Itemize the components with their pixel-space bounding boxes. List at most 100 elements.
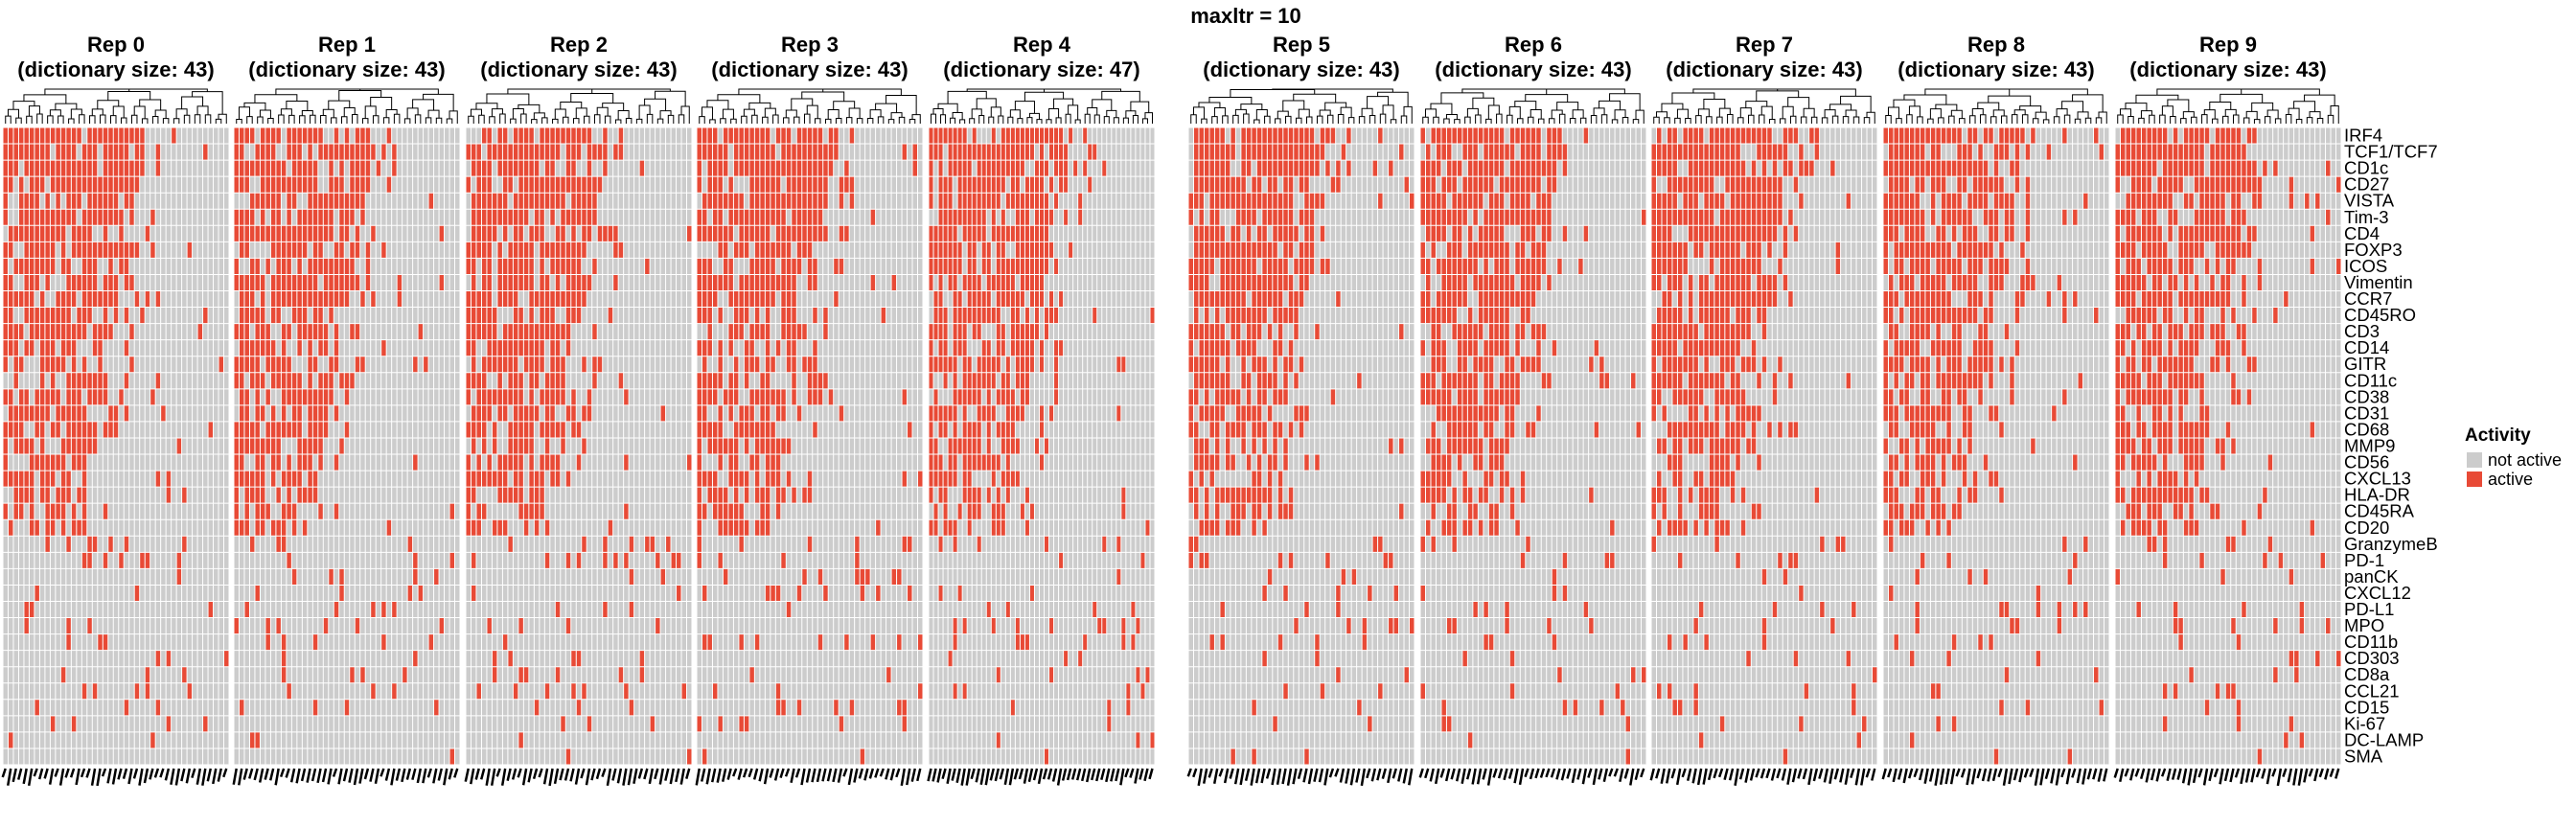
column-tick-mark: [1143, 768, 1149, 782]
heatmap-cell-active: [912, 144, 918, 161]
heatmap-cell-active: [1504, 339, 1510, 356]
dendrogram-branch: [1831, 115, 1839, 124]
heatmap-cell-active: [1772, 225, 1778, 242]
heatmap-cell-active: [796, 209, 802, 226]
heatmap-cell-active: [560, 437, 566, 455]
heatmap-cell-active: [291, 274, 297, 291]
heatmap-cell-active: [1299, 290, 1304, 308]
heatmap-cell-active: [881, 307, 886, 324]
heatmap-cell-active: [1730, 274, 1736, 291]
dendrogram-branch: [112, 105, 125, 118]
heatmap-cell-active: [1077, 209, 1083, 226]
heatmap-cell-active: [967, 356, 973, 373]
heatmap-cell-active: [738, 519, 745, 537]
heatmap-cell-active: [1525, 258, 1531, 275]
heatmap-cell-active: [1493, 323, 1500, 340]
heatmap-cell-active: [733, 127, 739, 145]
column-tick-mark: [253, 768, 259, 781]
heatmap-cell-active: [492, 421, 497, 438]
heatmap-cell-active: [34, 307, 40, 324]
heatmap-cell-active: [534, 160, 540, 177]
heatmap-cell-active: [917, 682, 923, 700]
heatmap-cell-active: [962, 225, 968, 242]
heatmap-cell-active: [243, 421, 250, 438]
heatmap-cell-active: [107, 536, 114, 553]
heatmap-cell-active: [727, 225, 734, 242]
heatmap-cell-active: [492, 388, 497, 405]
column-tick-mark: [1376, 768, 1382, 781]
heatmap-cell-active: [938, 356, 944, 373]
heatmap-cell-active: [528, 454, 535, 472]
column-tick-mark: [1323, 768, 1329, 786]
heatmap-cell-active: [733, 388, 739, 405]
panel-title: Rep 0: [87, 33, 145, 57]
heatmap-cell-active: [496, 290, 503, 308]
heatmap-cell-active: [991, 176, 997, 194]
dendrogram-branch: [162, 118, 170, 124]
dendrogram-branch: [1556, 102, 1579, 111]
heatmap-cell-active: [1240, 356, 1247, 373]
heatmap-cell-active: [275, 225, 282, 242]
heatmap-cell-active: [962, 487, 968, 504]
heatmap-cell-active: [71, 127, 77, 145]
heatmap-cell-active: [50, 339, 56, 356]
heatmap-cell-active: [549, 258, 556, 275]
heatmap-cell-active: [1214, 437, 1220, 455]
dendrogram-branch: [1285, 115, 1292, 124]
heatmap-cell-active: [539, 339, 545, 356]
heatmap-cell-active: [475, 290, 482, 308]
heatmap-cell-active: [317, 258, 324, 275]
heatmap-cell-active: [943, 193, 949, 210]
heatmap-cell-active: [1293, 144, 1300, 161]
heatmap-cell-active: [1010, 193, 1016, 210]
heatmap-cell-active: [1240, 487, 1247, 504]
heatmap-cell-active: [1230, 748, 1236, 765]
heatmap-cell-active: [1225, 242, 1230, 259]
heatmap-cell-active: [770, 454, 776, 472]
column-tick-mark: [316, 768, 322, 784]
heatmap-cell-active: [60, 503, 66, 520]
heatmap-cell-active: [1446, 372, 1452, 389]
heatmap-cell-active: [92, 682, 98, 700]
heatmap-cell-active: [1661, 242, 1668, 259]
column-tick-mark: [1265, 768, 1272, 779]
column-tick-mark: [1513, 768, 1519, 784]
heatmap-cell-active: [1198, 209, 1205, 226]
heatmap-cell-active: [1483, 127, 1489, 145]
heatmap-cell-active: [81, 454, 87, 472]
heatmap-cell-active: [1015, 225, 1021, 242]
dendrogram-branch: [238, 106, 250, 120]
heatmap-cell-active: [1208, 356, 1215, 373]
dendrogram-branch: [1530, 108, 1542, 120]
heatmap-cell-active: [349, 209, 356, 226]
heatmap-cell-active: [1671, 258, 1678, 275]
heatmap-cell-active: [338, 372, 345, 389]
heatmap-cell-active: [1198, 193, 1205, 210]
heatmap-cell-active: [1483, 274, 1489, 291]
heatmap-cell-active: [1730, 225, 1736, 242]
heatmap-cell-active: [1010, 421, 1016, 438]
heatmap-cell-active: [612, 225, 619, 242]
heatmap-cell-active: [412, 356, 419, 373]
heatmap-cell-active: [1015, 290, 1021, 308]
heatmap-cell-active: [1303, 193, 1310, 210]
heatmap-cell-active: [1751, 290, 1757, 308]
dendrogram-branch: [1201, 118, 1208, 124]
heatmap-cell-active: [254, 356, 261, 373]
heatmap-cell-active: [1388, 617, 1394, 634]
heatmap-cell-active: [86, 193, 93, 210]
column-tick-mark: [206, 768, 213, 782]
heatmap-cell-active: [1525, 144, 1531, 161]
heatmap-cell-active: [748, 160, 755, 177]
column-tick-marks: [1186, 768, 1414, 787]
heatmap-cell-active: [1430, 487, 1437, 504]
heatmap-cell-active: [1488, 176, 1494, 194]
heatmap-cell-active: [1214, 127, 1220, 145]
dendrogram-branch: [1377, 91, 1409, 107]
heatmap-cell-active: [555, 372, 561, 389]
heatmap-cell-active: [12, 437, 19, 455]
heatmap-cell-active: [29, 437, 34, 455]
column-tick-mark: [632, 768, 638, 784]
heatmap-cell-active: [748, 274, 755, 291]
heatmap-cell-active: [933, 242, 939, 259]
